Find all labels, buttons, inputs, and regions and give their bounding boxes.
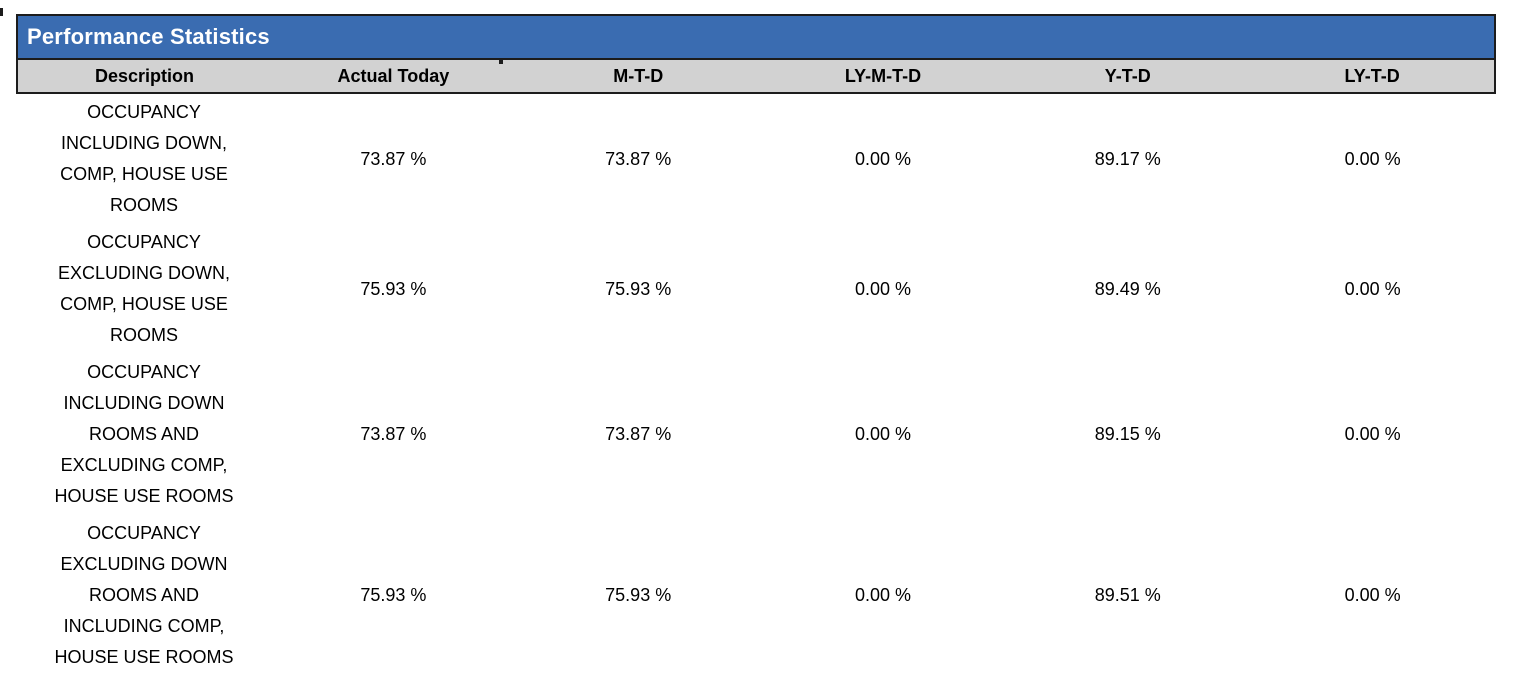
column-header-mtd: M-T-D xyxy=(515,59,761,94)
column-header-description: Description xyxy=(16,59,271,94)
header-cell-divider-artifact xyxy=(499,58,503,64)
table-row: OCCUPANCY INCLUDING DOWN ROOMS AND EXCLU… xyxy=(17,354,1496,515)
actual-today-value: 75.93 % xyxy=(271,515,516,676)
description-cell: OCCUPANCY INCLUDING DOWN, COMP, HOUSE US… xyxy=(17,93,271,224)
column-header-actual-today: Actual Today xyxy=(271,59,516,94)
ly-td-value: 0.00 % xyxy=(1250,224,1496,354)
table-row: OCCUPANCY EXCLUDING DOWN, COMP, HOUSE US… xyxy=(17,224,1496,354)
mtd-value: 73.87 % xyxy=(515,93,761,224)
description-cell: OCCUPANCY EXCLUDING DOWN, COMP, HOUSE US… xyxy=(17,224,271,354)
ytd-value: 89.17 % xyxy=(1005,93,1251,224)
ytd-value: 89.49 % xyxy=(1005,224,1251,354)
title-bar: Performance Statistics xyxy=(15,14,1497,60)
section-title: Performance Statistics xyxy=(15,14,1497,60)
table-row: OCCUPANCY EXCLUDING DOWN ROOMS AND INCLU… xyxy=(17,515,1496,676)
actual-today-value: 73.87 % xyxy=(271,354,516,515)
ly-td-value: 0.00 % xyxy=(1250,354,1496,515)
column-header-ly-mtd: LY-M-T-D xyxy=(760,59,1006,94)
ly-mtd-value: 0.00 % xyxy=(760,224,1006,354)
mtd-value: 75.93 % xyxy=(515,224,761,354)
ly-mtd-value: 0.00 % xyxy=(760,354,1006,515)
column-header-ytd: Y-T-D xyxy=(1005,59,1251,94)
table-row: OCCUPANCY INCLUDING DOWN, COMP, HOUSE US… xyxy=(17,93,1496,224)
ly-mtd-value: 0.00 % xyxy=(760,93,1006,224)
actual-today-value: 75.93 % xyxy=(271,224,516,354)
description-cell: OCCUPANCY EXCLUDING DOWN ROOMS AND INCLU… xyxy=(17,515,271,676)
left-edge-border-artifact xyxy=(0,8,3,16)
performance-statistics-table: Performance Statistics Description Actua… xyxy=(15,14,1497,676)
performance-statistics-section: Performance Statistics Description Actua… xyxy=(15,14,1497,676)
description-cell: OCCUPANCY INCLUDING DOWN ROOMS AND EXCLU… xyxy=(17,354,271,515)
actual-today-value: 73.87 % xyxy=(271,93,516,224)
column-header-row: Description Actual Today M-T-D LY-M-T-D … xyxy=(16,59,1497,94)
ly-mtd-value: 0.00 % xyxy=(760,515,1006,676)
ytd-value: 89.15 % xyxy=(1005,354,1251,515)
ytd-value: 89.51 % xyxy=(1005,515,1251,676)
ly-td-value: 0.00 % xyxy=(1250,93,1496,224)
column-header-ly-td: LY-T-D xyxy=(1250,59,1497,94)
ly-td-value: 0.00 % xyxy=(1250,515,1496,676)
mtd-value: 73.87 % xyxy=(515,354,761,515)
mtd-value: 75.93 % xyxy=(515,515,761,676)
